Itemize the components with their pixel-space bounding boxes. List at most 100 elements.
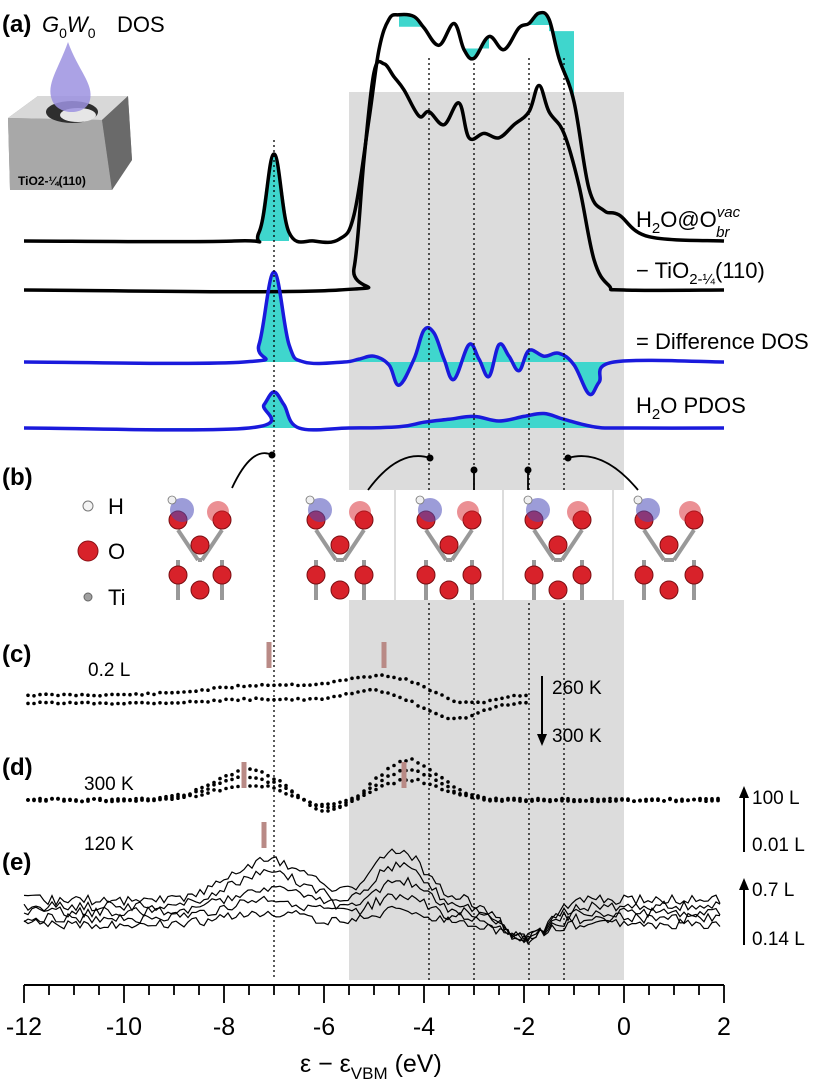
structure-2: [396, 490, 502, 600]
panel-e-arrow-top: 0.7 L: [752, 880, 794, 901]
panel-c-point: [74, 701, 78, 705]
panel-c-point: [92, 693, 96, 698]
panel-c-trace-1: [26, 687, 528, 721]
panel-d-point: [344, 798, 348, 803]
panel-d-point: [374, 776, 378, 780]
panel-c-point: [404, 698, 408, 702]
panel-c-point: [506, 703, 510, 707]
panel-d-point: [158, 797, 162, 802]
panel-d-point: [452, 791, 456, 795]
panel-d-point: [482, 798, 486, 802]
panel-e-trace-2: [23, 876, 721, 944]
panel-d-point: [548, 799, 552, 804]
panel-d-point: [476, 795, 480, 800]
h2o_vac-curve: [23, 10, 725, 245]
method-label: G0W0: [42, 12, 96, 41]
orbital-structures: [148, 451, 724, 600]
panel-c-point: [272, 683, 276, 688]
transition-arrow-1: [367, 454, 434, 491]
marker-d-1: [401, 762, 407, 788]
panel-d-point: [374, 787, 378, 792]
panel-d-point: [182, 794, 186, 798]
arrow-head: [564, 454, 572, 462]
panel-c-point: [512, 693, 516, 698]
h2o_vac-peak-fill-1: [399, 14, 424, 28]
panel-d-point: [542, 797, 546, 802]
orbital-lobe: [207, 501, 229, 523]
panel-d-point: [110, 798, 114, 803]
bond: [314, 528, 338, 562]
bond: [560, 528, 584, 562]
panel-d-point: [266, 780, 270, 785]
hydrogen-atom: [633, 495, 643, 505]
panel-c-point: [56, 701, 60, 706]
panel-c-point: [398, 677, 402, 681]
panel-c-point: [374, 673, 378, 678]
dos-curves: [23, 10, 725, 432]
panel-d-point: [578, 799, 582, 804]
panel-c-point: [386, 691, 390, 695]
panel-c-point: [284, 683, 288, 687]
panel-d-label: (d): [2, 754, 33, 781]
panel-c-point: [344, 692, 348, 696]
panel-d-point: [422, 764, 426, 768]
structure-4: [614, 490, 724, 600]
oxygen-atom: [659, 535, 679, 555]
panel-c-point: [194, 700, 198, 704]
panel-d-arrow-bottom: 0.01 L: [752, 835, 805, 856]
panel-d-point: [422, 781, 426, 786]
panel-d-point: [386, 766, 390, 771]
panel-d-point: [218, 776, 222, 781]
panel-c-point: [350, 691, 354, 696]
structure-3: [504, 490, 612, 600]
panel-d-point: [392, 763, 396, 768]
panel-d-point: [308, 803, 312, 807]
oxygen-atom: [572, 565, 592, 585]
panel-c-point: [422, 684, 426, 689]
panel-d-point: [626, 797, 630, 801]
panel-c-point: [26, 693, 30, 698]
panel-c-point: [62, 692, 66, 697]
oxygen-atom: [684, 565, 704, 585]
panel-d-point: [254, 784, 258, 788]
oxygen-atom: [439, 580, 459, 600]
panel-d-point: [356, 797, 360, 801]
panel-d-point: [38, 799, 42, 803]
panel-c-point: [362, 689, 366, 693]
panel-c-point: [320, 697, 324, 701]
panel-c-point: [110, 692, 114, 697]
panel-d-point: [608, 796, 612, 801]
difference-curve: [23, 270, 725, 397]
panel-d-point: [440, 775, 444, 780]
panel-d-point: [650, 797, 654, 801]
panel-c-point: [494, 704, 498, 709]
panel-d-point: [536, 798, 540, 802]
panel-c-point: [68, 700, 72, 705]
panel-c-point: [476, 711, 480, 715]
panel-d-point: [422, 772, 426, 777]
panel-c-point: [356, 675, 360, 680]
panel-d-point: [398, 778, 402, 782]
panel-c-point: [434, 690, 438, 695]
panel-c-point: [104, 701, 108, 705]
panel-d-point: [368, 790, 372, 795]
panel-c-point: [236, 683, 240, 688]
panel-d-point: [332, 802, 336, 806]
panel-d-point: [290, 794, 294, 798]
panel-c-point: [296, 696, 300, 701]
panel-d-point: [398, 768, 402, 773]
panel-c-point: [86, 700, 90, 705]
panel-b-label: (b): [2, 464, 33, 491]
panel-c-point: [152, 692, 156, 697]
panel-c-point: [476, 700, 480, 704]
panel-c-point: [410, 699, 414, 704]
oxygen-atom: [524, 565, 544, 585]
panel-e-trace-4: [23, 905, 721, 941]
arrow-head: [524, 466, 532, 474]
panel-e-temperature: 120 K: [84, 834, 134, 855]
panel-c-point: [338, 694, 342, 698]
panel-c-point: [146, 691, 150, 696]
panel-d-point: [530, 799, 534, 803]
panel-d-point: [98, 798, 102, 802]
